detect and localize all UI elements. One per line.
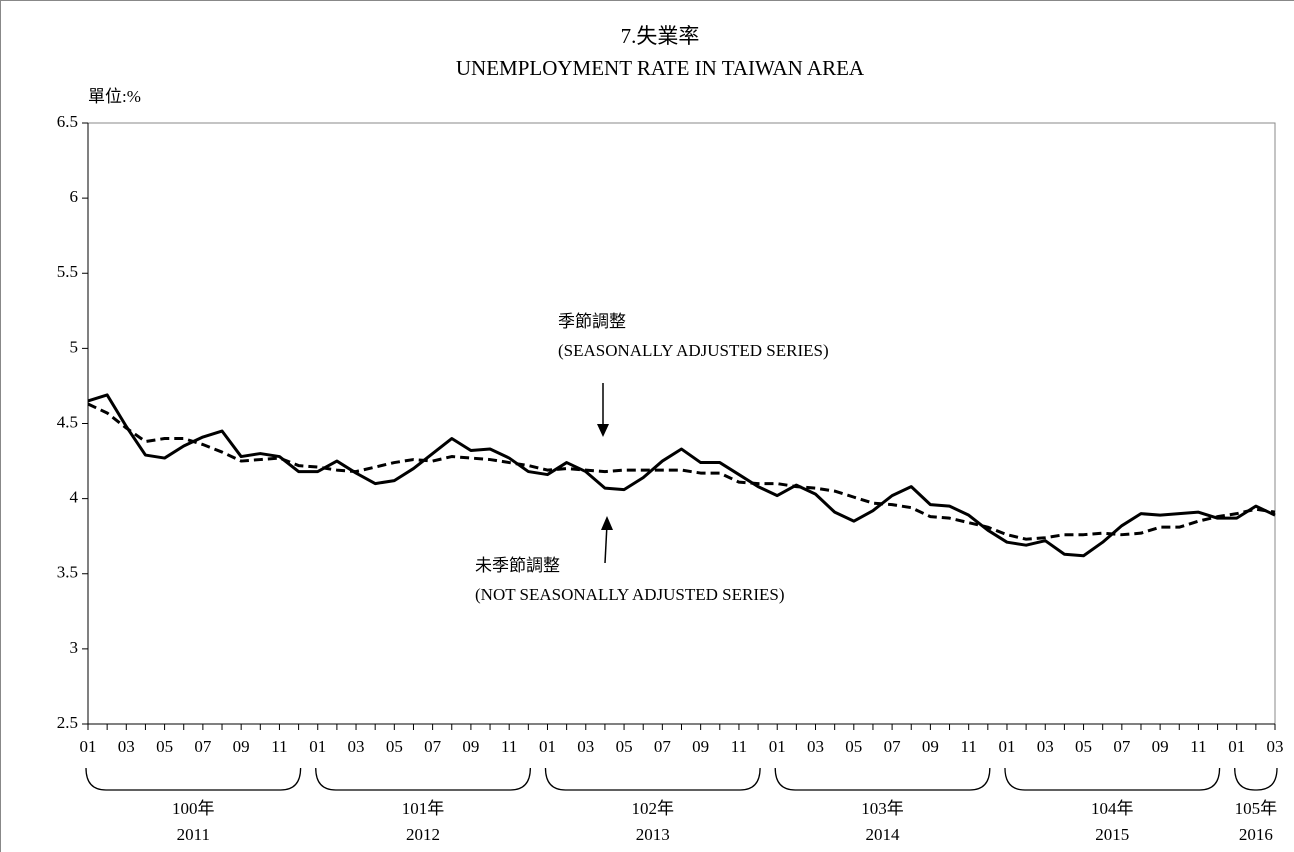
y-tick-label: 4.5 bbox=[57, 412, 78, 431]
x-tick-label: 09 bbox=[233, 737, 250, 756]
year-brace bbox=[774, 767, 991, 791]
arrow bbox=[604, 523, 608, 564]
year-label: 105年 bbox=[1235, 799, 1278, 818]
x-tick-label: 01 bbox=[539, 737, 556, 756]
x-tick-label: 07 bbox=[424, 737, 442, 756]
x-tick-label: 03 bbox=[1037, 737, 1054, 756]
year-brace bbox=[1004, 767, 1221, 791]
annotation: (SEASONALLY ADJUSTED SERIES) bbox=[558, 341, 829, 360]
series-line bbox=[87, 393, 1276, 558]
y-tick-label: 6 bbox=[70, 187, 79, 206]
year-brace bbox=[1234, 767, 1278, 791]
x-tick-label: 05 bbox=[616, 737, 633, 756]
year-label: 2014 bbox=[866, 825, 901, 844]
chart-subtitle: UNEMPLOYMENT RATE IN TAIWAN AREA bbox=[456, 56, 865, 80]
x-tick-label: 09 bbox=[462, 737, 479, 756]
x-tick-label: 07 bbox=[194, 737, 212, 756]
x-tick-label: 09 bbox=[1152, 737, 1169, 756]
x-tick-label: 09 bbox=[922, 737, 939, 756]
x-tick-label: 01 bbox=[80, 737, 97, 756]
year-brace bbox=[85, 767, 302, 791]
y-tick-label: 5 bbox=[70, 337, 79, 356]
plot-area bbox=[87, 122, 1276, 725]
annotation: (NOT SEASONALLY ADJUSTED SERIES) bbox=[475, 585, 785, 604]
chart-title: 7.失業率 bbox=[621, 24, 700, 48]
year-label: 102年 bbox=[632, 799, 675, 818]
y-axis-label: 單位:% bbox=[88, 87, 141, 106]
year-label: 2016 bbox=[1239, 825, 1273, 844]
x-tick-label: 03 bbox=[807, 737, 824, 756]
year-brace bbox=[544, 767, 761, 791]
y-tick-label: 6.5 bbox=[57, 112, 78, 131]
x-tick-label: 05 bbox=[156, 737, 173, 756]
x-tick-label: 03 bbox=[577, 737, 594, 756]
y-tick-label: 4 bbox=[70, 488, 79, 507]
year-label: 101年 bbox=[402, 799, 445, 818]
year-label: 100年 bbox=[172, 799, 215, 818]
x-tick-label: 01 bbox=[769, 737, 786, 756]
year-label: 103年 bbox=[861, 799, 904, 818]
x-tick-label: 11 bbox=[271, 737, 287, 756]
x-tick-label: 07 bbox=[654, 737, 672, 756]
arrow-head bbox=[597, 424, 609, 437]
year-label: 2012 bbox=[406, 825, 440, 844]
y-tick-label: 3.5 bbox=[57, 563, 78, 582]
year-label: 2013 bbox=[636, 825, 670, 844]
x-tick-label: 05 bbox=[1075, 737, 1092, 756]
x-tick-label: 05 bbox=[386, 737, 403, 756]
x-tick-label: 11 bbox=[960, 737, 976, 756]
x-tick-label: 11 bbox=[501, 737, 517, 756]
x-tick-label: 03 bbox=[348, 737, 365, 756]
x-tick-label: 07 bbox=[884, 737, 902, 756]
annotation: 季節調整 bbox=[558, 312, 626, 331]
x-tick-label: 11 bbox=[1190, 737, 1206, 756]
x-tick-label: 11 bbox=[731, 737, 747, 756]
x-tick-label: 01 bbox=[998, 737, 1015, 756]
year-label: 2011 bbox=[177, 825, 210, 844]
x-tick-label: 05 bbox=[845, 737, 862, 756]
x-tick-label: 03 bbox=[118, 737, 135, 756]
x-tick-label: 09 bbox=[692, 737, 709, 756]
x-tick-label: 01 bbox=[1228, 737, 1245, 756]
year-brace bbox=[315, 767, 531, 791]
y-tick-label: 2.5 bbox=[57, 713, 78, 732]
annotation: 未季節調整 bbox=[475, 556, 560, 575]
x-tick-label: 03 bbox=[1267, 737, 1284, 756]
year-label: 104年 bbox=[1091, 799, 1134, 818]
y-tick-label: 5.5 bbox=[57, 262, 78, 281]
arrow-head bbox=[601, 516, 613, 530]
x-tick-label: 07 bbox=[1113, 737, 1131, 756]
year-label: 2015 bbox=[1095, 825, 1129, 844]
x-tick-label: 01 bbox=[309, 737, 326, 756]
y-tick-label: 3 bbox=[70, 638, 79, 657]
series-line bbox=[87, 402, 1276, 541]
